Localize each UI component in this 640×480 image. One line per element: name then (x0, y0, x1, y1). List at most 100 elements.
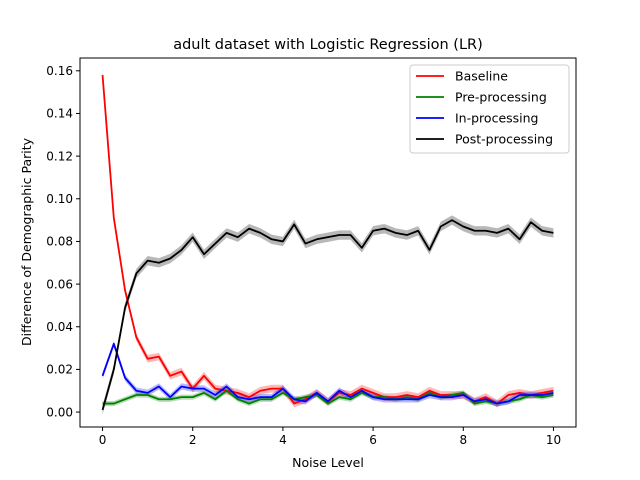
in-processing-point (530, 394, 532, 396)
baseline-legend-label: Baseline (455, 69, 508, 84)
in-processing-point (214, 394, 216, 396)
post-processing-point (169, 258, 171, 260)
post-processing-point (259, 232, 261, 234)
y-tick-label: 0.06 (46, 277, 73, 291)
x-tick-label: 10 (546, 433, 561, 447)
x-tick-label: 2 (189, 433, 197, 447)
post-processing-point (496, 232, 498, 234)
post-processing-point (406, 234, 408, 236)
post-processing-point (282, 241, 284, 243)
baseline-point (372, 392, 374, 394)
baseline-point (361, 388, 363, 390)
in-processing-point (158, 386, 160, 388)
pre-processing-point (248, 403, 250, 405)
x-tick-label: 4 (279, 433, 287, 447)
in-processing-point (429, 394, 431, 396)
in-processing-point (440, 396, 442, 398)
pre-processing-legend-label: Pre-processing (455, 90, 547, 105)
in-processing-point (417, 398, 419, 400)
baseline-point (406, 394, 408, 396)
post-processing-point (361, 247, 363, 249)
pre-processing-point (237, 398, 239, 400)
pre-processing-point (124, 398, 126, 400)
baseline-point (541, 392, 543, 394)
post-processing-point (214, 243, 216, 245)
post-processing-point (417, 230, 419, 232)
baseline-point (440, 394, 442, 396)
in-processing-point (383, 398, 385, 400)
post-processing-point (350, 234, 352, 236)
post-processing-point (451, 219, 453, 221)
baseline-point (350, 394, 352, 396)
in-processing-point (113, 343, 115, 345)
post-processing-point (293, 223, 295, 225)
in-processing-point (259, 396, 261, 398)
pre-processing-point (214, 398, 216, 400)
pre-processing-point (282, 392, 284, 394)
baseline-point (102, 74, 104, 76)
post-processing-point (530, 221, 532, 223)
in-processing-point (282, 388, 284, 390)
baseline-point (248, 396, 250, 398)
baseline-point (158, 356, 160, 358)
pre-processing-point (135, 394, 137, 396)
post-processing-point (135, 273, 137, 275)
y-tick-label: 0.02 (46, 363, 73, 377)
baseline-point (293, 403, 295, 405)
post-processing-point (541, 230, 543, 232)
pre-processing-point (474, 403, 476, 405)
post-processing-point (507, 228, 509, 230)
x-tick-label: 0 (99, 433, 107, 447)
in-processing-point (124, 377, 126, 379)
pre-processing-point (203, 392, 205, 394)
baseline-point (395, 396, 397, 398)
in-processing-point (293, 398, 295, 400)
post-processing-point (474, 230, 476, 232)
in-processing-point (519, 394, 521, 396)
pre-processing-point (181, 396, 183, 398)
y-axis-label: Difference of Demographic Parity (19, 137, 34, 346)
in-processing-point (102, 375, 104, 377)
baseline-point (135, 337, 137, 339)
in-processing-point (541, 394, 543, 396)
pre-processing-point (226, 390, 228, 392)
pre-processing-point (553, 394, 555, 396)
in-processing-point (327, 401, 329, 403)
post-processing-point (158, 262, 160, 264)
pre-processing-band (102, 388, 554, 407)
pre-processing-point (383, 396, 385, 398)
pre-processing-point (192, 396, 194, 398)
baseline-point (214, 388, 216, 390)
baseline-point (124, 290, 126, 292)
in-processing-point (316, 392, 318, 394)
in-processing-point (271, 396, 273, 398)
post-processing-point (462, 226, 464, 228)
in-processing-point (361, 390, 363, 392)
baseline-point (485, 396, 487, 398)
in-processing-legend-label: In-processing (455, 111, 538, 126)
in-processing-point (203, 388, 205, 390)
legend: Baseline Pre-processing In-processing Post-… (409, 64, 570, 154)
in-processing-point (248, 398, 250, 400)
y-ticks: 0.00 0.02 0.04 0.06 0.08 0.10 0.12 0.14 0.16 (46, 64, 80, 419)
post-processing-point (102, 409, 104, 411)
pre-processing-point (327, 403, 329, 405)
pre-processing-point (485, 401, 487, 403)
post-processing-legend-label: Post-processing (455, 132, 553, 147)
pre-processing-line (102, 389, 554, 405)
post-processing-band (102, 215, 554, 415)
in-processing-point (496, 403, 498, 405)
x-tick-label: 8 (459, 433, 467, 447)
in-processing-point (462, 394, 464, 396)
pre-processing-point (271, 398, 273, 400)
in-processing-point (181, 386, 183, 388)
legend-box (409, 64, 570, 154)
chart-title: adult dataset with Logistic Regression (… (173, 37, 483, 53)
y-tick-label: 0.08 (46, 235, 73, 249)
in-processing-point (350, 396, 352, 398)
pre-processing-point (169, 398, 171, 400)
baseline-point (519, 392, 521, 394)
in-processing-point (338, 390, 340, 392)
y-tick-label: 0.12 (46, 149, 73, 163)
